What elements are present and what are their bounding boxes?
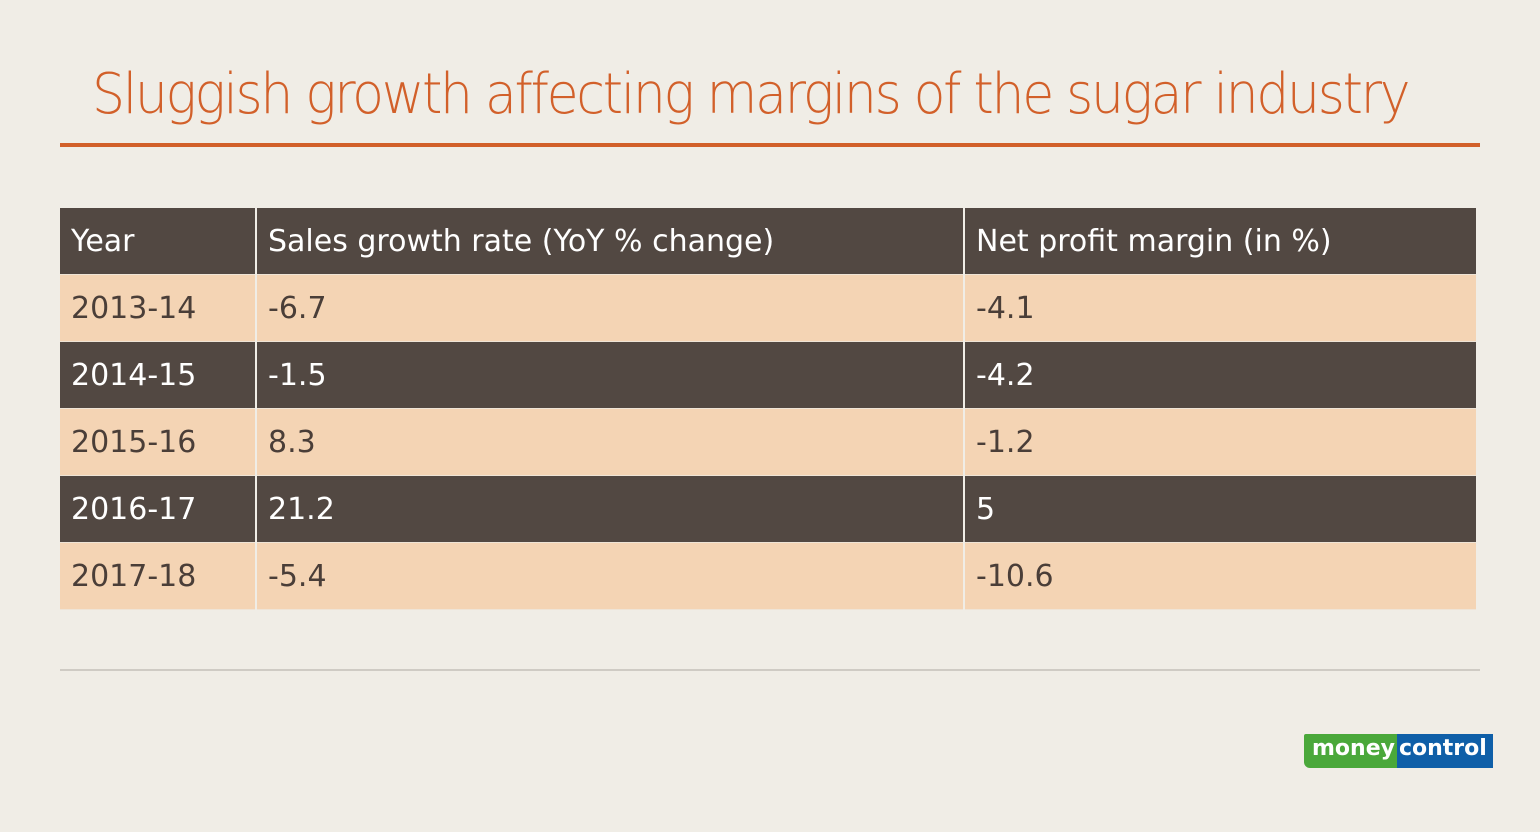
cell-sales-growth: -5.4: [256, 542, 965, 610]
footer-divider: [60, 669, 1480, 671]
title-underline: [60, 143, 1480, 147]
table-row: 2016-17 21.2 5: [60, 475, 1476, 543]
chart-title: Sluggish growth affecting margins of the…: [92, 62, 1411, 127]
moneycontrol-logo: money control: [1304, 734, 1493, 768]
cell-net-profit-margin: -4.2: [964, 341, 1476, 409]
header-year: Year: [60, 208, 257, 275]
cell-sales-growth: 8.3: [256, 408, 965, 476]
header-net-profit-margin: Net profit margin (in %): [964, 208, 1476, 275]
cell-sales-growth: -1.5: [256, 341, 965, 409]
cell-year: 2014-15: [60, 341, 257, 409]
data-table: Year Sales growth rate (YoY % change) Ne…: [60, 208, 1476, 610]
cell-sales-growth: -6.7: [256, 274, 965, 342]
logo-money: money: [1304, 734, 1397, 768]
table-row: 2013-14 -6.7 -4.1: [60, 274, 1476, 342]
cell-net-profit-margin: 5: [964, 475, 1476, 543]
cell-year: 2016-17: [60, 475, 257, 543]
cell-net-profit-margin: -4.1: [964, 274, 1476, 342]
logo-control: control: [1396, 734, 1493, 768]
cell-net-profit-margin: -10.6: [964, 542, 1476, 610]
cell-net-profit-margin: -1.2: [964, 408, 1476, 476]
table-row: 2014-15 -1.5 -4.2: [60, 341, 1476, 409]
cell-year: 2017-18: [60, 542, 257, 610]
table-row: 2017-18 -5.4 -10.6: [60, 542, 1476, 610]
table-row: 2015-16 8.3 -1.2: [60, 408, 1476, 476]
header-sales-growth: Sales growth rate (YoY % change): [256, 208, 965, 275]
cell-year: 2013-14: [60, 274, 257, 342]
cell-sales-growth: 21.2: [256, 475, 965, 543]
cell-year: 2015-16: [60, 408, 257, 476]
table-header-row: Year Sales growth rate (YoY % change) Ne…: [60, 208, 1476, 275]
